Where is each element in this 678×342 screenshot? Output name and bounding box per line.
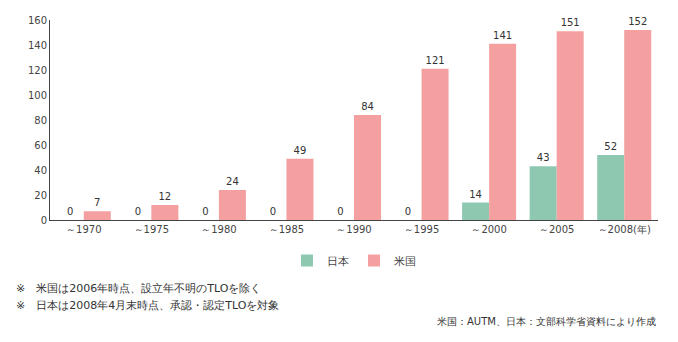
svg-text:100: 100	[28, 90, 47, 101]
svg-text:14: 14	[469, 189, 482, 200]
svg-text:24: 24	[226, 176, 239, 187]
svg-text:120: 120	[28, 65, 47, 76]
svg-text:12: 12	[158, 191, 171, 202]
svg-text:～1990: ～1990	[336, 224, 371, 235]
svg-text:151: 151	[561, 17, 580, 28]
svg-text:49: 49	[294, 145, 307, 156]
svg-text:0: 0	[405, 206, 411, 217]
svg-text:0: 0	[337, 206, 343, 217]
svg-text:52: 52	[604, 141, 617, 152]
svg-text:～2005: ～2005	[539, 224, 574, 235]
svg-text:米国: 米国	[394, 255, 416, 268]
svg-text:152: 152	[628, 16, 647, 27]
svg-text:40: 40	[34, 165, 47, 176]
svg-text:0: 0	[135, 206, 141, 217]
svg-text:0: 0	[67, 206, 73, 217]
svg-text:日本: 日本	[327, 255, 349, 268]
svg-text:84: 84	[361, 101, 374, 112]
svg-text:～2008(年): ～2008(年)	[598, 224, 651, 235]
svg-text:※ 米国は2006年時点、設立年不明のTLOを除く: ※ 米国は2006年時点、設立年不明のTLOを除く	[16, 282, 261, 295]
svg-text:7: 7	[94, 197, 100, 208]
svg-text:80: 80	[34, 115, 47, 126]
svg-text:160: 160	[28, 15, 47, 26]
svg-text:～1995: ～1995	[404, 224, 439, 235]
svg-text:0: 0	[202, 206, 208, 217]
svg-text:米国：AUTM、日本：文部科学省資料により作成: 米国：AUTM、日本：文部科学省資料により作成	[437, 316, 656, 327]
svg-text:20: 20	[34, 190, 47, 201]
svg-text:60: 60	[34, 140, 47, 151]
svg-text:～1970: ～1970	[66, 224, 101, 235]
svg-text:43: 43	[537, 152, 550, 163]
svg-text:～1985: ～1985	[269, 224, 304, 235]
svg-text:0: 0	[270, 206, 276, 217]
svg-text:～1980: ～1980	[201, 224, 236, 235]
svg-text:※ 日本は2008年4月末時点、承認・認定TLOを対象: ※ 日本は2008年4月末時点、承認・認定TLOを対象	[16, 299, 279, 312]
svg-text:140: 140	[28, 40, 47, 51]
svg-text:121: 121	[426, 55, 445, 66]
svg-text:0: 0	[41, 215, 47, 226]
svg-text:～2000: ～2000	[471, 224, 506, 235]
svg-text:141: 141	[493, 30, 512, 41]
svg-text:～1975: ～1975	[134, 224, 169, 235]
